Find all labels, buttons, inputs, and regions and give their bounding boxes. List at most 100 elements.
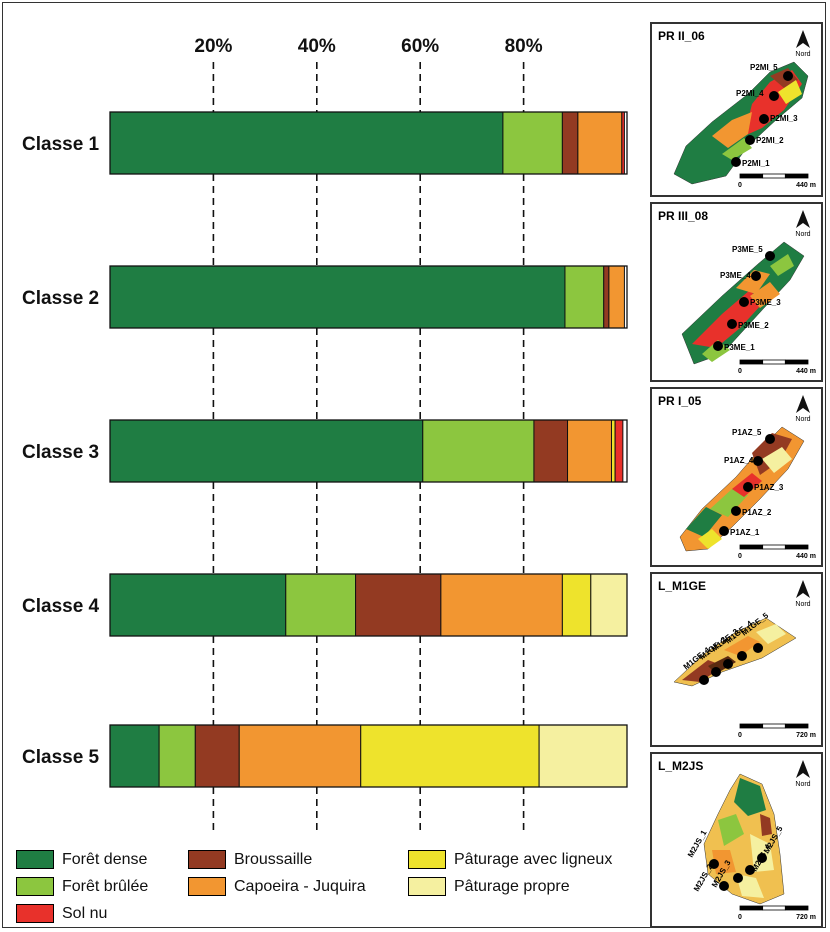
map-panel-pr-ii-06: PR II_06 Nord P2MI_5 P2MI_4 P2MI_3 P2MI_2 P2… — [650, 22, 823, 197]
legend-item-sol-nu: Sol nu — [16, 904, 107, 923]
sample-point-label: P2MI_3 — [770, 114, 798, 123]
sample-point — [727, 319, 737, 329]
legend-swatch — [408, 850, 446, 869]
bar-segment — [109, 724, 160, 788]
map-panel-pr-i-05: PR I_05 Nord P1AZ_5 P1AZ_4 P1AZ_3 P1AZ_2 P1A… — [650, 387, 823, 567]
sample-point-label: P2MI_2 — [756, 136, 784, 145]
category-label: Classe 1 — [22, 134, 100, 155]
north-label: Nord — [795, 781, 811, 788]
sample-point — [699, 675, 709, 685]
tick-label: 80% — [505, 36, 543, 57]
sample-point-label: P1AZ_5 — [732, 428, 762, 437]
category-label: Classe 3 — [22, 442, 99, 463]
north-arrow-icon — [796, 30, 810, 48]
bar-outline — [109, 265, 628, 329]
sample-point-label: P3ME_1 — [724, 343, 755, 352]
scale-start-label: 0 — [738, 553, 742, 560]
bar-segment — [533, 419, 569, 483]
sample-point — [769, 91, 779, 101]
scale-end-label: 720 m — [796, 732, 816, 739]
category-label: Classe 2 — [22, 288, 99, 309]
sample-point — [745, 865, 755, 875]
scale-bar-segment — [762, 173, 786, 179]
scale-bar-segment — [784, 173, 809, 179]
north-arrow-icon: Nord — [790, 760, 816, 788]
map-panel-pr-iii-08: PR III_08 Nord P3ME_5 P3ME_4 P3ME_3 P3ME_2 P… — [650, 202, 823, 382]
scale-start-label: 0 — [738, 182, 742, 189]
bar-segment — [238, 724, 362, 788]
scale-bar-segment — [784, 723, 809, 729]
bar-segment — [158, 724, 196, 788]
legend-swatch — [188, 877, 226, 896]
bar-segment — [564, 265, 605, 329]
sample-point — [737, 651, 747, 661]
sample-point — [719, 526, 729, 536]
bar-segment — [561, 573, 592, 637]
stacked-bar-chart: 20% 40% 60% 80% Classe 1 Classe 2 Classe 3 Clas… — [22, 36, 628, 835]
north-arrow-icon: Nord — [790, 210, 816, 238]
bar-segment — [355, 573, 442, 637]
scale-end-label: 440 m — [796, 368, 816, 375]
chart-legend: Forêt dense Forêt brûlée Sol nu Broussai… — [16, 850, 648, 930]
sample-point — [739, 297, 749, 307]
sample-point — [711, 667, 721, 677]
scale-start-label: 0 — [738, 368, 742, 375]
sample-point — [719, 881, 729, 891]
sample-point — [757, 853, 767, 863]
north-label: Nord — [795, 601, 811, 608]
legend-item-capoeira-juquira: Capoeira - Juquira — [188, 877, 366, 896]
bar-segment — [194, 724, 240, 788]
legend-item-paturage-propre: Pâturage propre — [408, 877, 570, 896]
bar-outline — [109, 573, 628, 637]
legend-label: Forêt dense — [62, 850, 148, 868]
scale-bar-segment — [739, 359, 764, 365]
scale-bar-segment — [762, 544, 786, 550]
sample-point-label: P2MI_4 — [736, 89, 764, 98]
sample-point — [753, 643, 763, 653]
legend-label: Forêt brûlée — [62, 877, 149, 895]
map-title: PR III_08 — [658, 209, 709, 223]
north-label: Nord — [795, 416, 811, 423]
sample-point — [765, 434, 775, 444]
sample-point-label: P3ME_4 — [720, 271, 751, 280]
bar-segment — [614, 419, 624, 483]
sample-point-label: P3ME_2 — [738, 321, 769, 330]
bar-segment — [109, 573, 287, 637]
bar-segment — [109, 265, 566, 329]
bar-segment — [109, 419, 424, 483]
sample-point — [713, 341, 723, 351]
legend-swatch — [408, 877, 446, 896]
bar-segment — [567, 419, 612, 483]
map-title: PR I_05 — [658, 394, 702, 408]
sample-point — [765, 251, 775, 261]
north-label: Nord — [795, 231, 811, 238]
scale-bar-segment — [739, 905, 764, 911]
scale-end-label: 720 m — [796, 914, 816, 921]
map-image — [679, 426, 805, 552]
scale-bar-segment — [762, 905, 786, 911]
north-arrow-icon: Nord — [790, 580, 816, 608]
sample-point-label: P2MI_5 — [750, 63, 778, 72]
bar-outline — [109, 111, 628, 175]
bar-segment — [440, 573, 563, 637]
scale-bar-segment — [739, 544, 764, 550]
scale-bar-segment — [784, 359, 809, 365]
sample-point — [759, 114, 769, 124]
north-arrow-icon — [796, 760, 810, 778]
map-panel-l-m2js: L_M2JS Nord M2JS_5 M2JS_4 M2JS_3 M2JS_2 M2JS… — [650, 752, 823, 928]
map-image — [703, 773, 785, 905]
north-arrow-icon: Nord — [790, 30, 816, 58]
bar-segment — [603, 265, 610, 329]
bar-segment — [621, 111, 625, 175]
bar-segment — [422, 419, 535, 483]
scale-bar-segment — [762, 359, 786, 365]
legend-label: Capoeira - Juquira — [234, 877, 366, 895]
legend-label: Broussaille — [234, 850, 313, 868]
scale-bar-segment — [762, 723, 786, 729]
north-label: Nord — [795, 51, 811, 58]
bar-outline — [109, 724, 628, 788]
scale-end-label: 440 m — [796, 553, 816, 560]
sample-point-label: P1AZ_1 — [730, 528, 760, 537]
scale-bar-segment — [784, 905, 809, 911]
